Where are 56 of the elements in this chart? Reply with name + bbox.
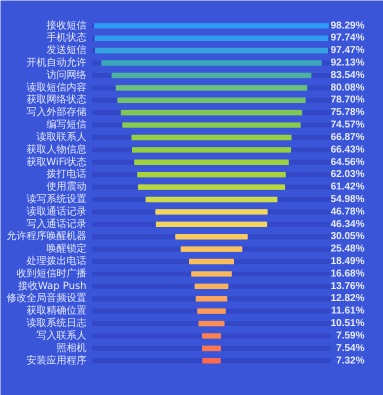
category-label: 获取精确位置 [26,304,86,317]
category-label: 写入通话记录 [26,218,86,230]
data-label: 7.54% [336,342,365,354]
data-label: 83.54% [330,70,365,81]
data-label: 54.98% [330,194,365,205]
category-label: 读写系统设置 [26,192,86,205]
category-label: 读取联系人 [36,130,86,143]
category-label: 访问网络 [46,68,86,81]
category-label: 手机状态 [46,32,86,44]
category-label: 允许程序唤醒机器 [6,230,86,242]
data-label: 66.87% [330,132,365,143]
data-label: 78.70% [330,94,365,106]
data-label: 75.78% [330,107,365,118]
data-label: 62.03% [330,169,365,180]
category-label: 安装应用程序 [26,354,86,366]
data-label: 16.68% [330,268,365,280]
data-label: 12.82% [330,293,365,304]
data-label: 97.74% [330,32,365,44]
data-label: 30.05% [330,231,365,242]
category-label: 获取WiFi状态 [26,156,86,168]
category-label: 获取网络状态 [26,94,86,106]
category-label: 接收短信 [46,19,86,32]
data-label: 97.47% [330,45,365,56]
category-label: 修改全局音频设置 [6,292,86,304]
data-label: 46.34% [330,218,365,230]
category-label: 读取短信内容 [26,81,86,94]
data-label: 7.59% [336,330,365,342]
category-label: 唤醒锁定 [46,242,86,255]
data-label: 64.56% [330,156,365,168]
data-label: 18.49% [330,256,365,268]
category-label: 开机自动允许 [26,56,86,69]
category-label: 照相机 [56,342,86,354]
data-label: 66.43% [330,144,365,156]
data-label: 74.57% [330,120,365,131]
category-label: 写入外部存储 [26,106,86,118]
data-label: 92.13% [330,58,365,69]
category-label: 使用震动 [46,180,86,193]
data-label: 7.32% [336,355,365,366]
category-label: 拨打电话 [46,168,86,180]
category-label: 接收Wap Push [18,280,87,292]
data-label: 80.08% [330,82,365,94]
category-label: 获取人物信息 [26,143,86,156]
category-label: 编写短信 [46,118,86,131]
category-label: 发送短信 [46,44,86,56]
category-label: 读取通话记录 [26,205,86,218]
data-label: 13.76% [330,280,365,292]
data-label: 10.51% [330,318,365,330]
data-label: 25.48% [330,244,365,255]
category-label: 写入联系人 [36,329,86,342]
data-label: 98.29% [330,20,365,32]
category-label: 处理拨出电话 [26,255,86,268]
data-label: 11.61% [331,306,365,317]
category-label: 读取系统日志 [26,317,86,330]
category-label: 收到短信时广播 [16,267,86,280]
data-label: 46.78% [330,206,365,218]
data-label: 61.42% [330,182,365,193]
